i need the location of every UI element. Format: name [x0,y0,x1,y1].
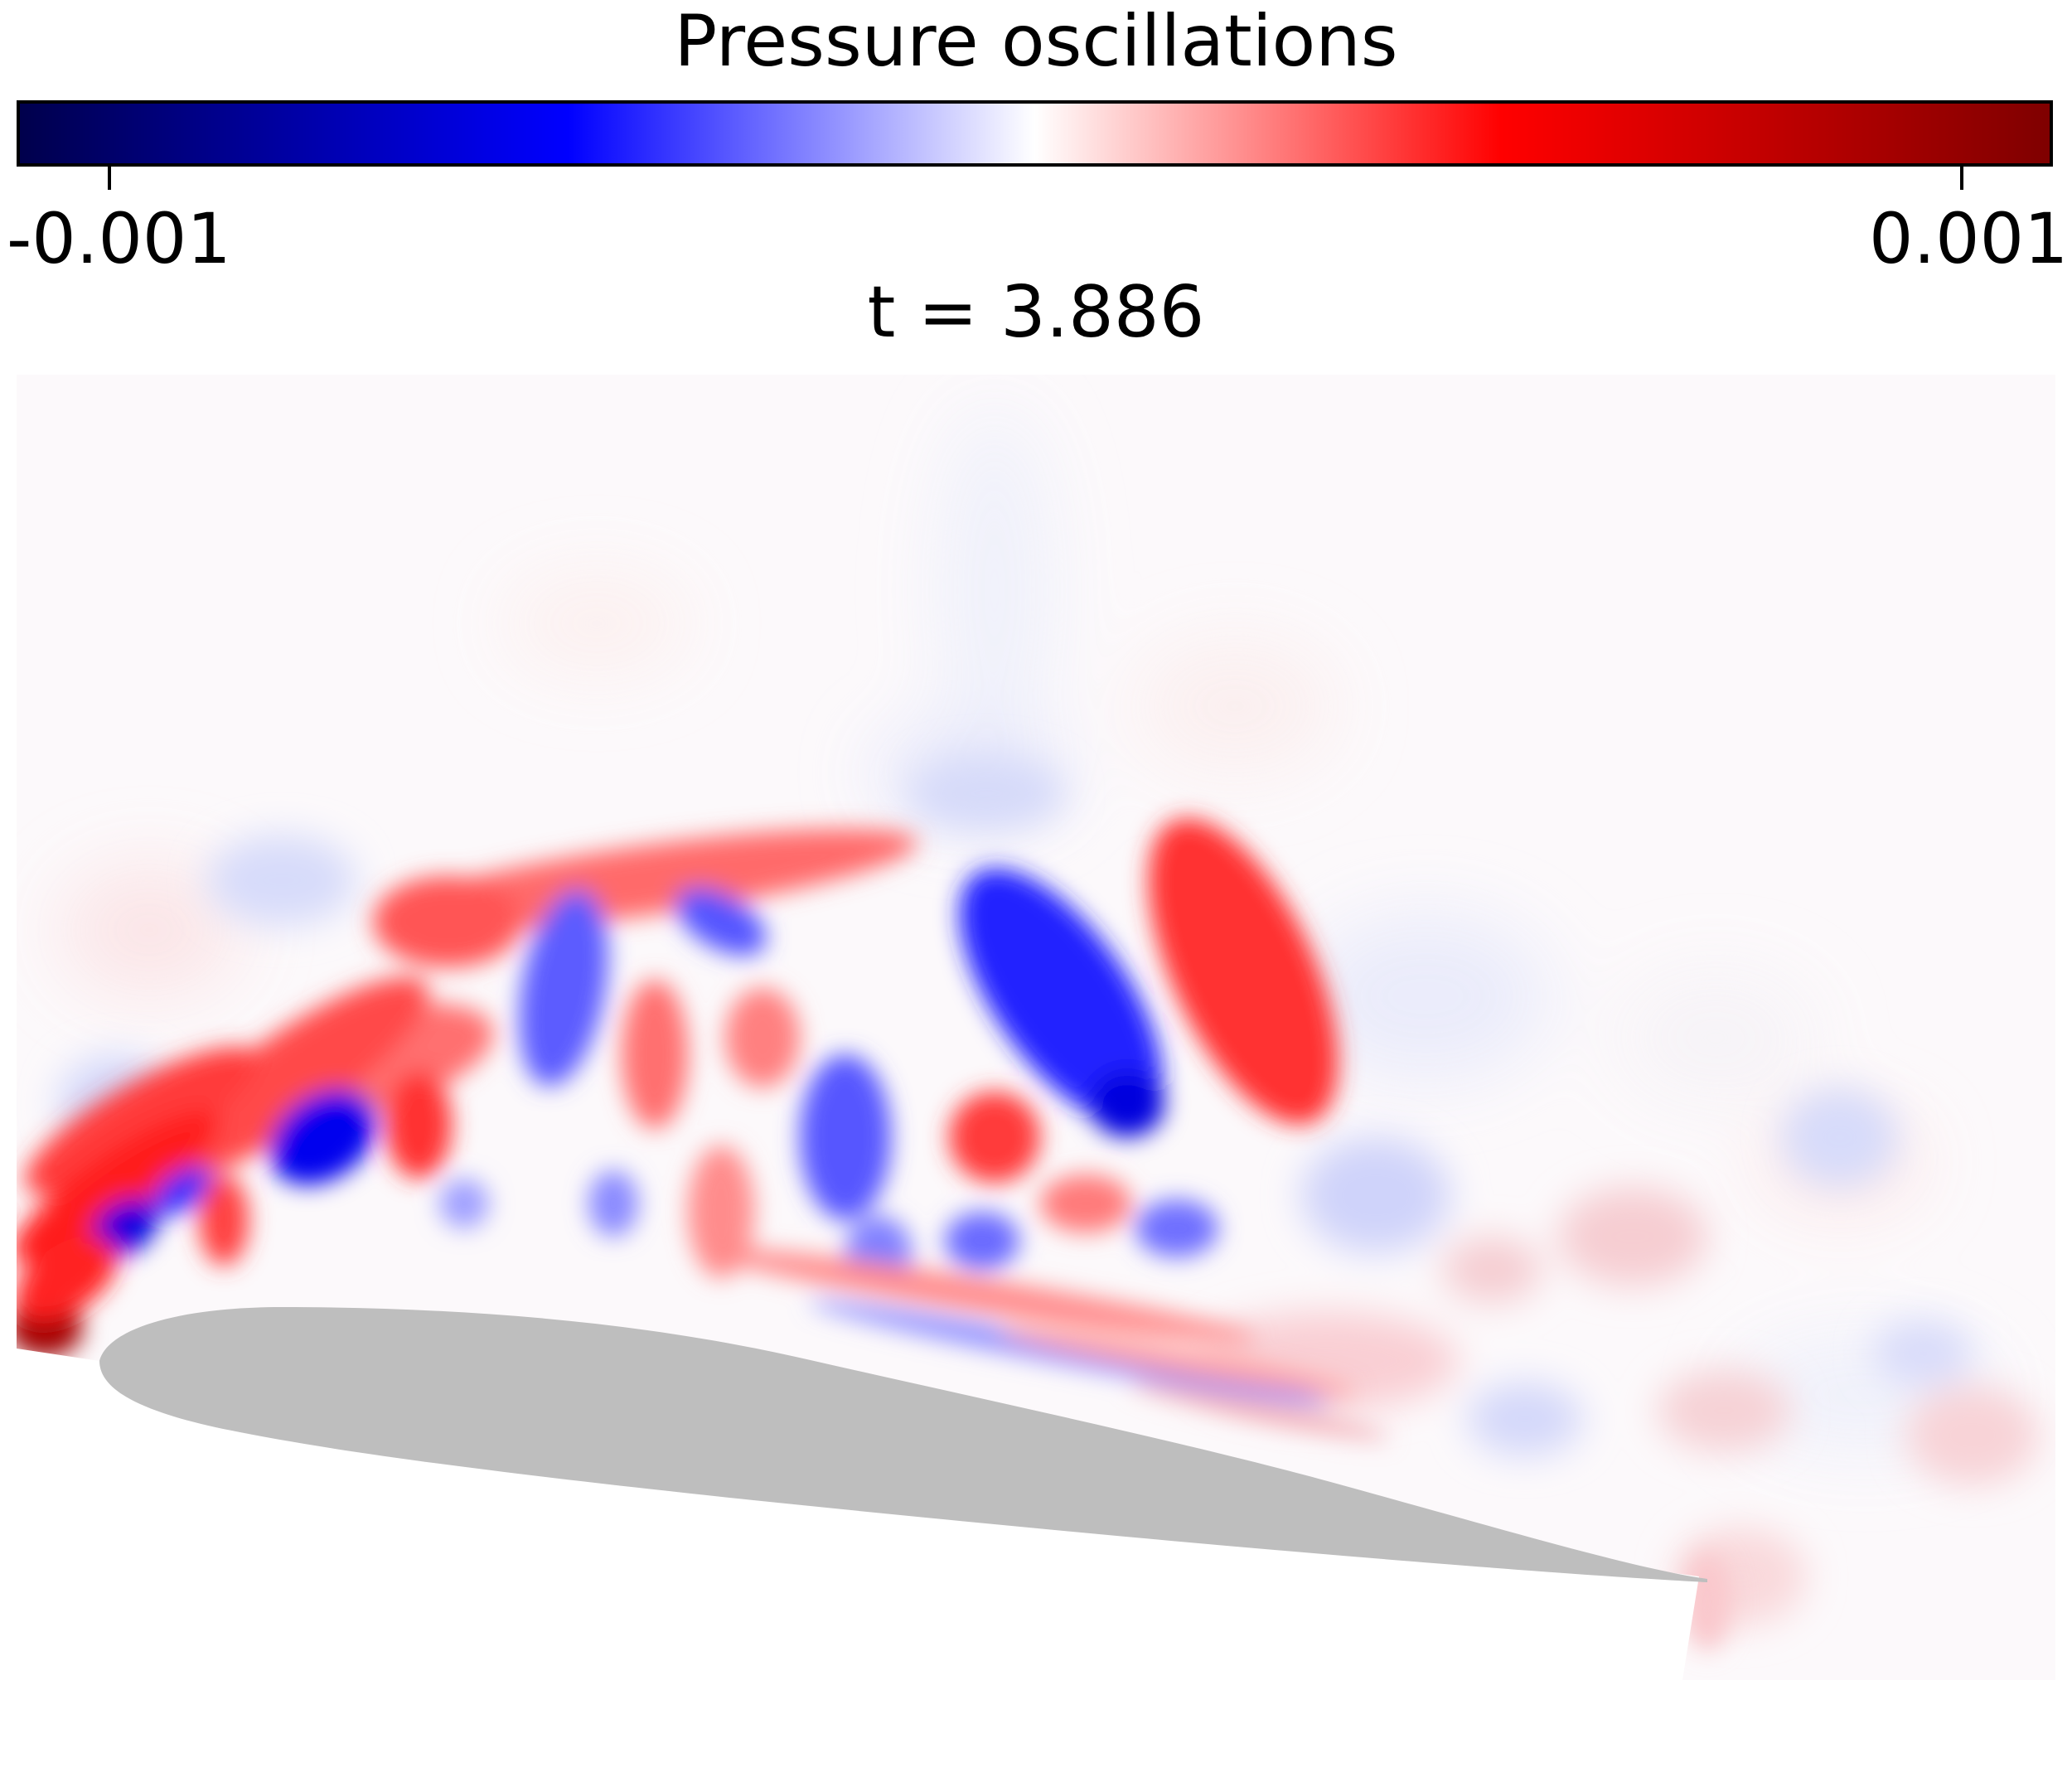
colorbar-gradient [17,100,2053,167]
colorbar-max-label: 0.001 [1869,198,2069,279]
colorbar-tick-max [1960,167,1963,190]
colorbar-min-label: -0.001 [7,198,231,279]
colorbar-title: Pressure oscillations [674,0,1398,83]
colorbar-tick-min [108,167,111,190]
pressure-field-plot [17,375,2055,1680]
airfoil-shape [99,1307,1707,1582]
pressure-blobs [17,408,2039,1651]
time-label: t = 3.886 [867,271,1205,354]
